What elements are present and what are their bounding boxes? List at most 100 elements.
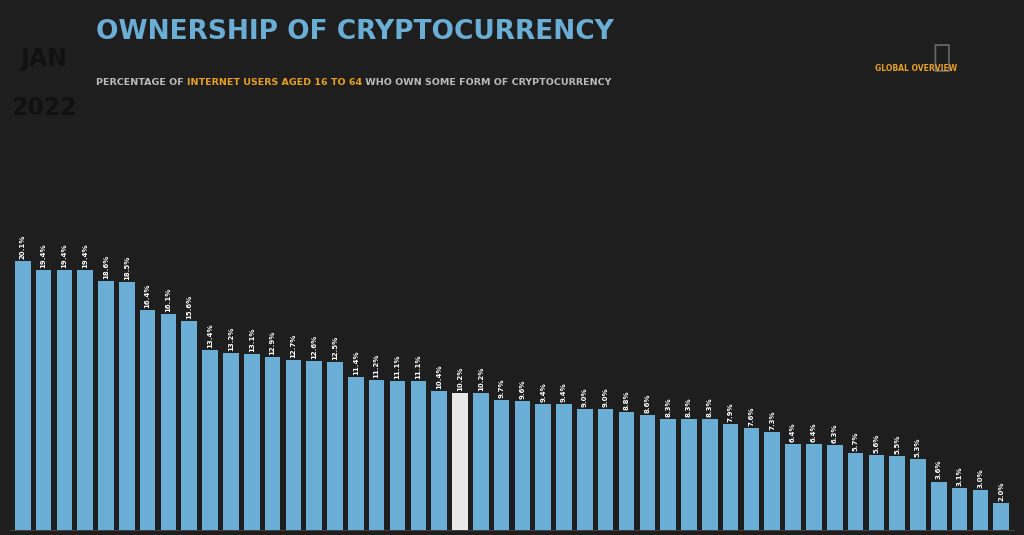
Text: 11.2%: 11.2%	[374, 354, 380, 378]
Bar	[494, 400, 509, 530]
Text: 6.4%: 6.4%	[811, 423, 817, 442]
Text: 2022: 2022	[10, 96, 77, 120]
Text: 9.4%: 9.4%	[561, 382, 567, 402]
Text: 15.6%: 15.6%	[186, 295, 193, 319]
Bar	[952, 488, 968, 530]
Text: 11.1%: 11.1%	[394, 355, 400, 379]
Text: 10.4%: 10.4%	[436, 364, 442, 388]
Text: 12.9%: 12.9%	[269, 331, 275, 355]
Text: 8.3%: 8.3%	[686, 397, 692, 417]
Bar	[56, 270, 72, 530]
Text: 9.0%: 9.0%	[603, 388, 608, 407]
Text: 18.6%: 18.6%	[103, 255, 109, 279]
Text: 6.4%: 6.4%	[791, 423, 796, 442]
Text: 5.3%: 5.3%	[915, 437, 921, 457]
Text: 16.1%: 16.1%	[166, 288, 171, 312]
Bar	[98, 281, 114, 530]
Text: 11.4%: 11.4%	[353, 350, 358, 375]
Text: WHO OWN SOME FORM OF CRYPTOCURRENCY: WHO OWN SOME FORM OF CRYPTOCURRENCY	[362, 78, 611, 87]
Text: 11.1%: 11.1%	[416, 355, 421, 379]
Text: PERCENTAGE OF: PERCENTAGE OF	[96, 78, 187, 87]
Bar	[431, 391, 446, 530]
Text: 10.2%: 10.2%	[457, 367, 463, 391]
Bar	[640, 415, 655, 530]
Text: 8.8%: 8.8%	[624, 391, 630, 410]
Bar	[827, 445, 843, 530]
Bar	[681, 419, 696, 530]
Text: 19.4%: 19.4%	[82, 243, 88, 268]
Text: 9.6%: 9.6%	[519, 380, 525, 399]
Text: 12.7%: 12.7%	[291, 333, 296, 358]
Text: 9.7%: 9.7%	[499, 378, 505, 398]
Bar	[181, 321, 197, 530]
Text: 9.4%: 9.4%	[541, 382, 546, 402]
Text: OWNERSHIP OF CRYPTOCURRENCY: OWNERSHIP OF CRYPTOCURRENCY	[96, 19, 614, 45]
Bar	[306, 361, 322, 530]
Bar	[598, 409, 613, 530]
Text: 10.2%: 10.2%	[478, 367, 483, 391]
Bar	[161, 315, 176, 530]
Text: 6.3%: 6.3%	[831, 424, 838, 444]
Text: 3.0%: 3.0%	[978, 468, 983, 487]
Bar	[411, 381, 426, 530]
Text: 7.9%: 7.9%	[728, 402, 733, 422]
Bar	[910, 459, 926, 530]
Bar	[265, 357, 281, 530]
Bar	[973, 490, 988, 530]
Bar	[390, 381, 406, 530]
Bar	[244, 355, 259, 530]
Text: 5.6%: 5.6%	[873, 433, 880, 453]
Text: 7.6%: 7.6%	[749, 407, 755, 426]
Bar	[578, 409, 593, 530]
Text: 🌍: 🌍	[933, 43, 951, 72]
Bar	[848, 454, 863, 530]
Text: JAN: JAN	[20, 47, 67, 71]
Text: 20.1%: 20.1%	[19, 234, 26, 259]
Text: 7.3%: 7.3%	[769, 410, 775, 430]
Bar	[369, 380, 384, 530]
Bar	[536, 404, 551, 530]
Text: 18.5%: 18.5%	[124, 256, 130, 280]
Bar	[203, 350, 218, 530]
Bar	[453, 393, 468, 530]
Bar	[78, 270, 93, 530]
Text: 8.6%: 8.6%	[644, 393, 650, 412]
Text: 12.6%: 12.6%	[311, 335, 317, 359]
Text: 19.4%: 19.4%	[41, 243, 46, 268]
Bar	[931, 482, 946, 530]
Bar	[660, 419, 676, 530]
Bar	[743, 428, 759, 530]
Text: 13.2%: 13.2%	[228, 327, 233, 351]
Text: GLOBAL OVERVIEW: GLOBAL OVERVIEW	[876, 64, 957, 73]
Bar	[348, 377, 364, 530]
Bar	[765, 432, 780, 530]
Text: 3.6%: 3.6%	[936, 460, 942, 479]
Text: 16.4%: 16.4%	[144, 284, 151, 308]
Bar	[328, 363, 343, 530]
Text: 5.7%: 5.7%	[853, 432, 858, 452]
Bar	[119, 282, 134, 530]
Bar	[993, 503, 1009, 530]
Text: 5.5%: 5.5%	[894, 435, 900, 454]
Text: 12.5%: 12.5%	[332, 336, 338, 361]
Text: 8.3%: 8.3%	[707, 397, 713, 417]
Bar	[15, 261, 31, 530]
Text: 9.0%: 9.0%	[582, 388, 588, 407]
Text: 3.1%: 3.1%	[956, 467, 963, 486]
Bar	[723, 424, 738, 530]
Text: 2.0%: 2.0%	[998, 482, 1005, 501]
Bar	[785, 444, 801, 530]
Text: 13.1%: 13.1%	[249, 328, 255, 353]
Bar	[868, 455, 884, 530]
Bar	[890, 456, 905, 530]
Bar	[515, 401, 530, 530]
Bar	[473, 393, 488, 530]
Bar	[702, 419, 718, 530]
Bar	[223, 353, 239, 530]
Bar	[618, 412, 634, 530]
Text: 13.4%: 13.4%	[207, 324, 213, 348]
Bar	[556, 404, 571, 530]
Bar	[140, 310, 156, 530]
Text: 8.3%: 8.3%	[666, 397, 671, 417]
Bar	[806, 444, 821, 530]
